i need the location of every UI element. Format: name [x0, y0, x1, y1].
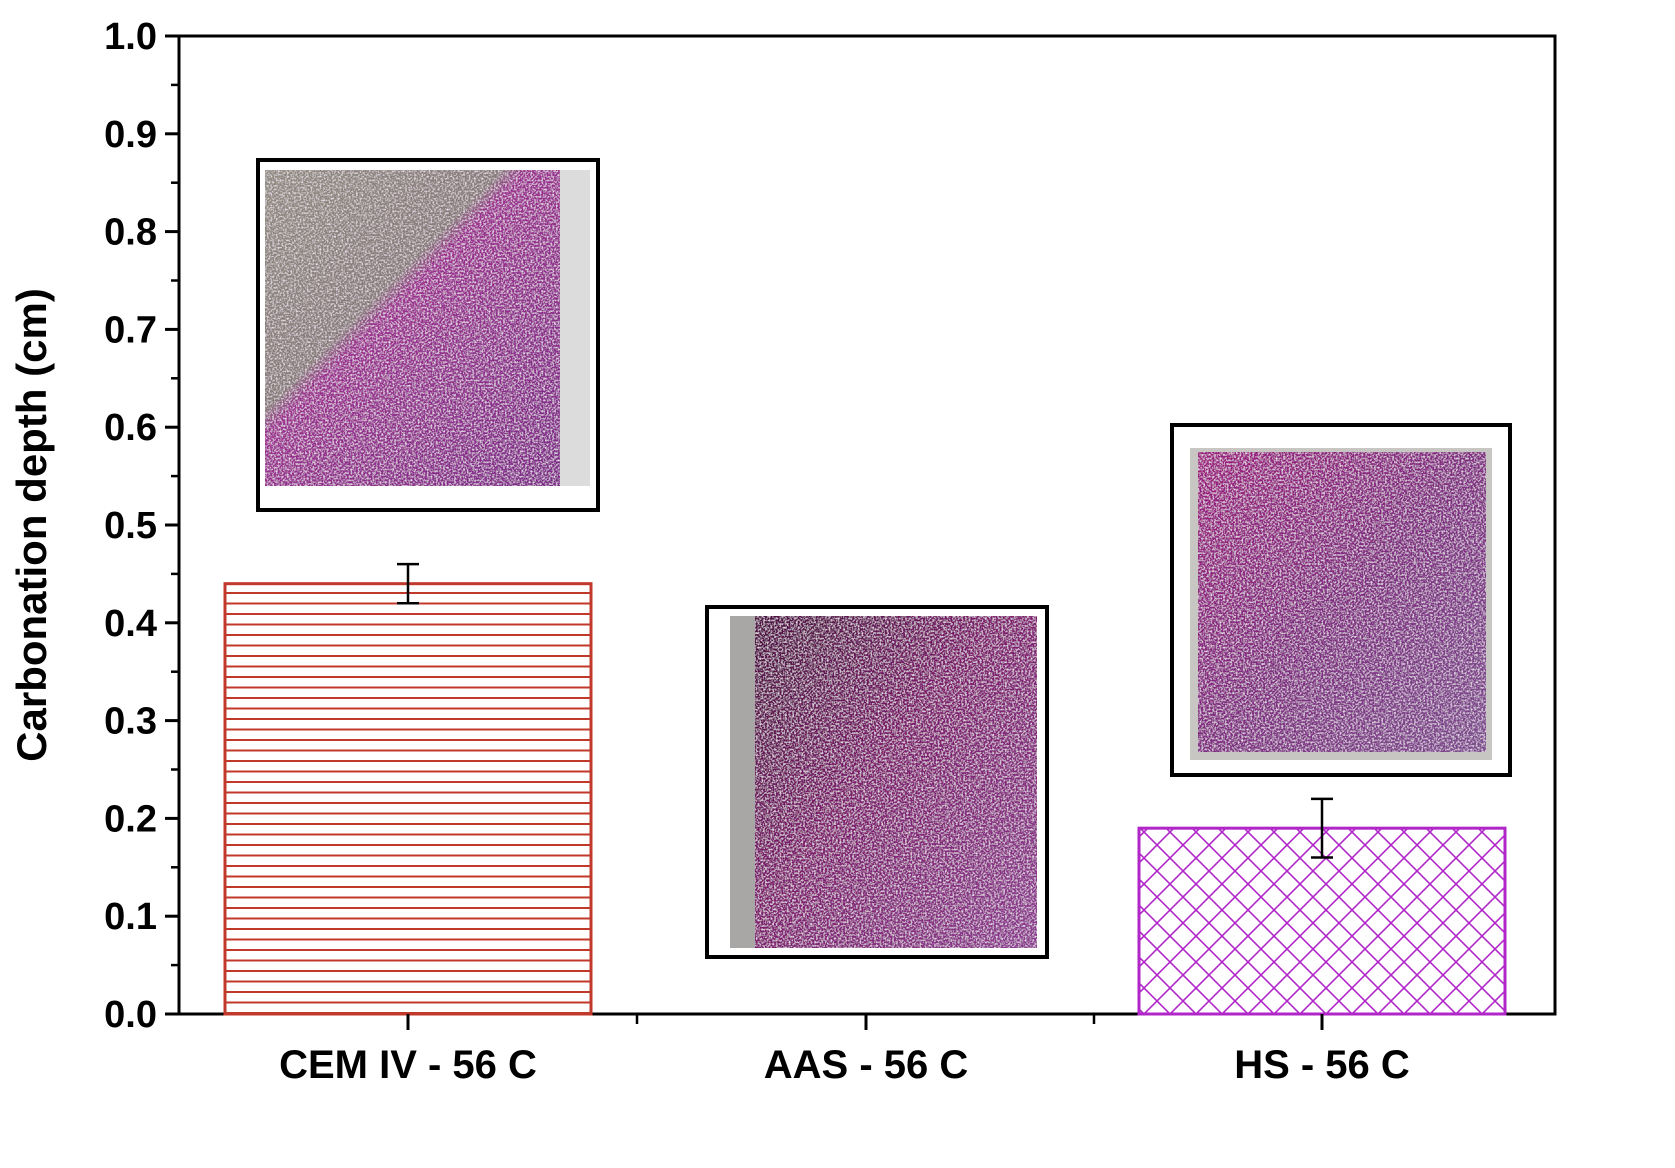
y-tick-label: 0.2	[104, 798, 157, 840]
y-tick-label: 0.8	[104, 212, 157, 254]
bar-2	[1137, 826, 1507, 1016]
error-bar-2	[1311, 797, 1333, 859]
y-tick-label: 1.0	[104, 16, 157, 58]
y-tick-label: 0.7	[104, 309, 157, 351]
inset-photo-hs	[1170, 423, 1512, 777]
x-category-label: AAS - 56 C	[764, 1043, 969, 1087]
bar-0	[223, 582, 593, 1016]
x-axis: CEM IV - 56 C AAS - 56 C HS - 56 C	[279, 1014, 1410, 1087]
y-tick-label: 0.9	[104, 114, 157, 156]
y-tick-label: 0.0	[104, 994, 157, 1036]
x-category-label: CEM IV - 56 C	[279, 1043, 537, 1087]
y-tick-label: 0.3	[104, 701, 157, 743]
inset-photo-aas	[705, 605, 1049, 959]
error-bars	[397, 562, 1333, 859]
y-tick-label: 0.5	[104, 505, 157, 547]
error-bar-0	[397, 562, 419, 605]
x-category-label: HS - 56 C	[1234, 1043, 1410, 1087]
y-axis: 0.0 0.1 0.2 0.3 0.4 0.5 0.6 0.7 0.8 0.9 1.0	[104, 16, 179, 1036]
y-tick-label: 0.4	[104, 603, 157, 645]
y-tick-label: 0.1	[104, 896, 157, 938]
y-axis-title: Carbonation depth (cm)	[8, 288, 55, 762]
y-tick-label: 0.6	[104, 407, 157, 449]
inset-photo-cem-iv	[256, 158, 600, 512]
